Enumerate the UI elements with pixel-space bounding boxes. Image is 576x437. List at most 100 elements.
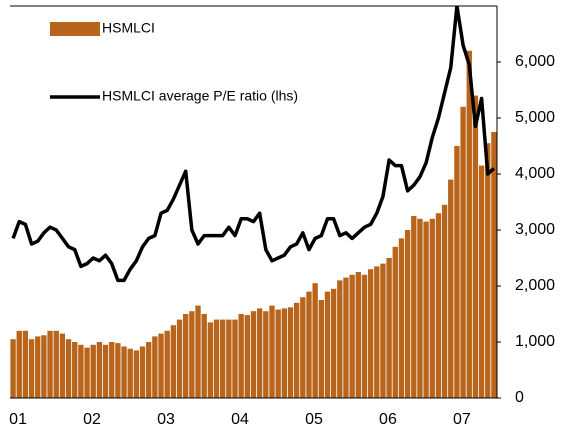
bar <box>28 339 35 398</box>
bar <box>337 280 343 398</box>
bar <box>121 346 127 398</box>
bar <box>96 342 103 398</box>
bar <box>244 315 251 398</box>
bar <box>306 291 312 398</box>
bar <box>133 350 140 398</box>
x-tick-label: 06 <box>379 411 397 428</box>
bar <box>256 308 263 398</box>
bar <box>472 95 479 398</box>
bar <box>164 330 170 398</box>
bar <box>404 230 411 398</box>
bar <box>269 305 275 398</box>
bar <box>84 347 90 398</box>
bar <box>195 305 201 398</box>
x-tick-label: 05 <box>305 411 323 428</box>
bar <box>127 348 133 398</box>
bar <box>250 311 257 398</box>
bar <box>435 213 442 398</box>
bar <box>22 330 29 398</box>
bar <box>429 218 435 398</box>
legend-swatch <box>50 22 100 36</box>
bar <box>238 314 244 398</box>
bar <box>16 330 22 398</box>
bar <box>343 277 349 398</box>
bar <box>287 307 294 398</box>
bar <box>318 300 324 398</box>
bar <box>170 325 177 398</box>
bar <box>219 319 226 398</box>
bar <box>207 322 214 398</box>
plot-area <box>10 6 497 398</box>
bar <box>35 336 41 398</box>
bar <box>349 274 355 398</box>
bar <box>423 221 429 398</box>
y-tick-label: 5,000 <box>515 109 555 126</box>
bar <box>158 333 164 398</box>
x-tick-label: 01 <box>9 411 27 428</box>
bar <box>53 330 59 398</box>
bar <box>78 344 84 398</box>
x-tick-label: 07 <box>453 411 471 428</box>
bar <box>478 165 485 398</box>
bar <box>213 319 220 398</box>
bar <box>355 272 361 398</box>
bar <box>176 319 183 398</box>
y-tick-label: 3,000 <box>515 221 555 238</box>
bar <box>392 246 398 398</box>
bar <box>411 216 417 398</box>
y-tick-label: 0 <box>515 389 524 406</box>
bar <box>275 309 281 398</box>
bar <box>183 314 189 398</box>
bar <box>454 146 460 398</box>
bar <box>324 291 331 398</box>
bar <box>460 106 466 398</box>
bar <box>330 288 337 398</box>
bar <box>146 342 152 398</box>
bar <box>374 266 380 398</box>
bar <box>417 218 423 398</box>
x-tick-label: 03 <box>157 411 175 428</box>
bar <box>41 335 47 398</box>
bar <box>441 204 448 398</box>
bar <box>485 143 491 398</box>
bar <box>10 339 16 398</box>
bar <box>281 308 288 398</box>
bar <box>90 344 96 398</box>
bar <box>102 344 109 398</box>
bar <box>361 274 368 398</box>
bar <box>312 283 318 398</box>
bar <box>491 132 497 398</box>
bar <box>201 314 207 398</box>
bar <box>293 302 300 398</box>
bar <box>189 311 195 398</box>
bar <box>59 333 66 398</box>
bar <box>139 346 146 398</box>
bar <box>72 342 78 398</box>
bar <box>380 263 386 398</box>
bar <box>466 50 472 398</box>
bar <box>300 297 306 398</box>
y-tick-label: 1,000 <box>515 333 555 350</box>
bar <box>47 330 53 398</box>
y-tick-label: 6,000 <box>515 53 555 70</box>
y-tick-label: 2,000 <box>515 277 555 294</box>
bar <box>398 238 405 398</box>
bar <box>448 179 454 398</box>
bar <box>115 343 121 398</box>
bar <box>367 269 374 398</box>
bar <box>263 311 269 398</box>
x-tick-label: 04 <box>231 411 249 428</box>
y-tick-label: 4,000 <box>515 165 555 182</box>
bar <box>226 319 232 398</box>
bar <box>386 258 392 398</box>
bar <box>152 336 158 398</box>
x-tick-label: 02 <box>83 411 101 428</box>
legend-label: HSMLCI <box>102 20 155 36</box>
line <box>11 6 496 283</box>
bar <box>109 342 115 398</box>
legend-label: HSMLCI average P/E ratio (lhs) <box>102 88 298 104</box>
bar <box>232 319 238 398</box>
bar <box>65 339 72 398</box>
